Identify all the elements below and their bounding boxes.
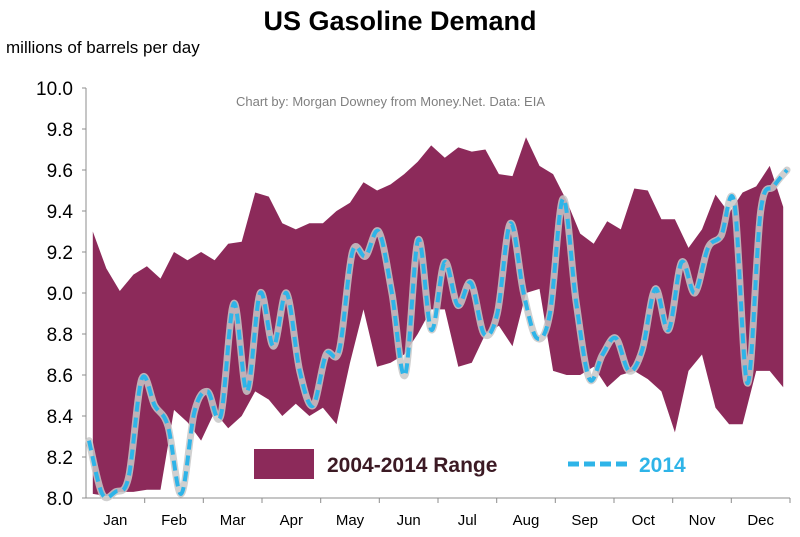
- month-label: Dec: [747, 512, 774, 529]
- month-label: Aug: [513, 512, 540, 529]
- month-label: Mar: [220, 512, 246, 529]
- month-label: Jun: [397, 512, 421, 529]
- month-label: Apr: [280, 512, 303, 529]
- y-tick-label: 9.4: [47, 202, 74, 223]
- y-tick-label: 9.8: [47, 120, 73, 141]
- x-month-labels: Jan Feb Mar Apr May Jun Jul Aug Sep Oct Nov Dec: [103, 498, 791, 529]
- month-label: Jan: [103, 512, 127, 529]
- y-tick-label: 8.8: [47, 325, 73, 346]
- series-2014-line: [87, 168, 789, 500]
- y-tick-label: 10.0: [36, 79, 73, 100]
- y-tick-label: 8.4: [47, 407, 74, 428]
- month-label: Oct: [632, 512, 656, 529]
- y-tick-label: 8.0: [47, 489, 73, 510]
- legend-range-swatch: [254, 449, 314, 479]
- legend-2014-label: 2014: [639, 454, 686, 477]
- y-tick-label: 9.6: [47, 161, 73, 182]
- month-label: Jul: [458, 512, 477, 529]
- y-tick-label: 8.2: [47, 448, 73, 469]
- y-tick-labels: 8.0 8.2 8.4 8.6 8.8 9.0 9.2 9.4 9.6 9.8 10.0: [36, 79, 86, 510]
- month-label: May: [336, 512, 365, 529]
- chart-title: US Gasoline Demand: [263, 6, 537, 36]
- month-label: Sep: [571, 512, 598, 529]
- legend: 2004-2014 Range 2014: [254, 449, 686, 479]
- y-tick-label: 8.6: [47, 366, 73, 387]
- y-tick-label: 9.2: [47, 243, 73, 264]
- range-area-layer: [92, 137, 784, 496]
- legend-range-label: 2004-2014 Range: [327, 454, 497, 477]
- line-series-layer: [85, 166, 791, 502]
- y-tick-label: 9.0: [47, 284, 73, 305]
- chart-credit: Chart by: Morgan Downey from Money.Net. …: [236, 94, 545, 109]
- y-axis-label: millions of barrels per day: [6, 38, 200, 57]
- month-label: Feb: [161, 512, 187, 529]
- range-area: [92, 137, 784, 496]
- month-label: Nov: [689, 512, 716, 529]
